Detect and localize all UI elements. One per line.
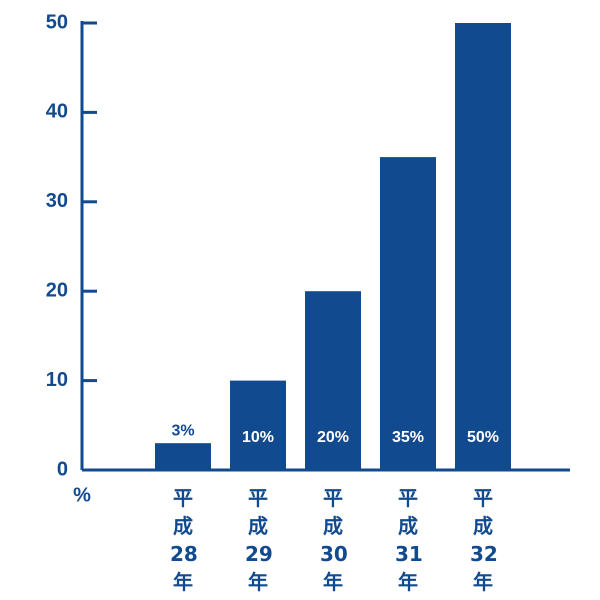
y-tick-label: 0	[57, 458, 68, 480]
value-label: 20%	[317, 429, 349, 446]
bar	[305, 291, 361, 470]
x-tick-label: 平成30年	[320, 486, 348, 594]
y-axis-unit: %	[73, 484, 91, 506]
y-tick-label: 30	[46, 190, 68, 212]
value-label: 50%	[467, 429, 499, 446]
y-tick-label: 20	[46, 279, 68, 301]
x-tick-label: 平成29年	[245, 486, 273, 594]
y-tick-label: 50	[46, 11, 68, 33]
x-tick-label: 平成28年	[170, 486, 198, 594]
x-tick-label: 平成32年	[470, 486, 498, 594]
value-label: 3%	[171, 422, 194, 439]
y-tick-label: 10	[46, 369, 68, 391]
value-label: 10%	[242, 429, 274, 446]
bar	[380, 157, 436, 470]
bar	[155, 443, 211, 470]
bar	[230, 380, 286, 470]
x-tick-label: 平成31年	[395, 486, 423, 594]
y-tick-label: 40	[46, 101, 68, 123]
bar	[455, 23, 511, 470]
value-label: 35%	[392, 429, 424, 446]
